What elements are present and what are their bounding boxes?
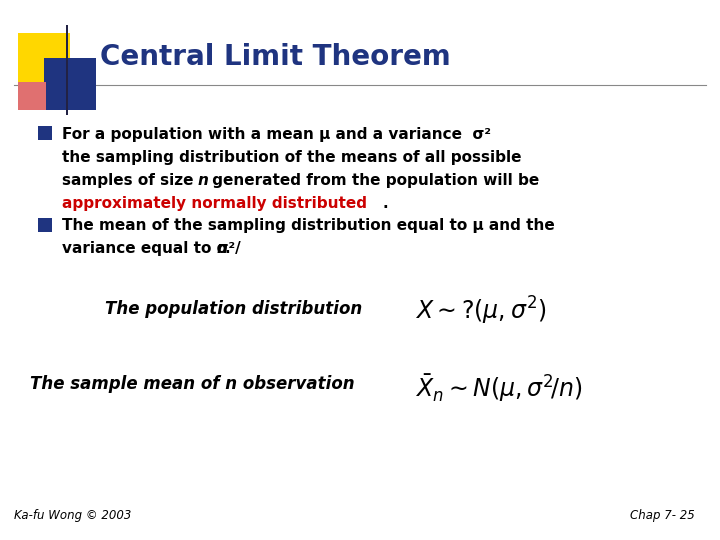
- Bar: [38, 218, 52, 232]
- Text: n: n: [217, 241, 228, 256]
- Text: .: .: [225, 241, 230, 256]
- Text: approximately normally distributed: approximately normally distributed: [62, 196, 367, 211]
- Bar: [18, 82, 46, 110]
- Bar: [38, 126, 52, 140]
- Text: The mean of the sampling distribution equal to μ and the: The mean of the sampling distribution eq…: [62, 218, 554, 233]
- Text: The population distribution: The population distribution: [105, 300, 362, 318]
- Text: For a population with a mean μ and a variance  σ²: For a population with a mean μ and a var…: [62, 127, 491, 142]
- Text: .: .: [382, 196, 387, 211]
- Bar: [66, 25, 68, 115]
- Text: Chap 7- 25: Chap 7- 25: [630, 509, 695, 522]
- Text: variance equal to σ²/: variance equal to σ²/: [62, 241, 240, 256]
- Text: Central Limit Theorem: Central Limit Theorem: [100, 43, 451, 71]
- Bar: [44, 58, 96, 110]
- Text: $X \sim ?(\mu,\sigma^2)$: $X \sim ?(\mu,\sigma^2)$: [415, 295, 546, 327]
- Text: the sampling distribution of the means of all possible: the sampling distribution of the means o…: [62, 150, 521, 165]
- Text: The sample mean of n observation: The sample mean of n observation: [30, 375, 355, 393]
- Text: Ka-fu Wong © 2003: Ka-fu Wong © 2003: [14, 509, 131, 522]
- Bar: [18, 33, 70, 85]
- Text: $\bar{X}_n \sim N(\mu,\sigma^2\!/n)$: $\bar{X}_n \sim N(\mu,\sigma^2\!/n)$: [415, 372, 582, 404]
- Text: n: n: [198, 173, 209, 188]
- Text: generated from the population will be: generated from the population will be: [207, 173, 539, 188]
- Text: samples of size: samples of size: [62, 173, 199, 188]
